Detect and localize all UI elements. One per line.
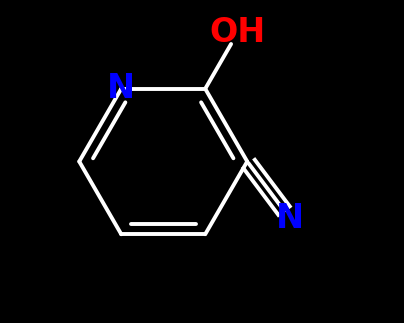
Text: N: N [276,202,304,235]
Text: OH: OH [209,16,266,49]
Text: N: N [107,72,135,105]
